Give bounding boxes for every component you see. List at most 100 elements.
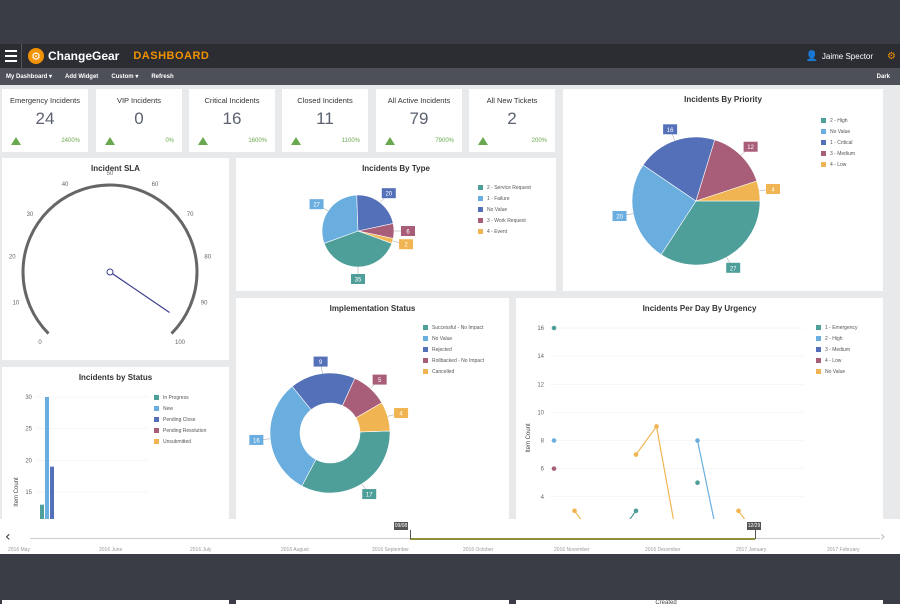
legend-item[interactable]: 1 - Failure xyxy=(478,193,531,204)
legend-item[interactable]: Pending Resolution xyxy=(154,425,206,436)
page-title: DASHBOARD xyxy=(133,50,210,62)
legend-swatch xyxy=(154,417,159,422)
refresh-button[interactable]: Refresh xyxy=(151,73,174,80)
legend-item[interactable]: 4 - Low xyxy=(821,159,855,170)
legend-label: New xyxy=(163,405,174,412)
custom-menu[interactable]: Custom ▾ xyxy=(111,74,139,80)
legend-label: 4 - Low xyxy=(830,161,847,168)
legend-item[interactable]: No Value xyxy=(478,204,531,215)
stat-card-active[interactable]: All Active Incidents 79 7900% xyxy=(376,89,462,152)
gauge-tick-label: 50 xyxy=(107,171,114,177)
legend-item[interactable]: 1 - Emergency xyxy=(816,322,858,333)
legend-item[interactable]: No Value xyxy=(821,126,855,137)
stat-title: Closed Incidents xyxy=(297,96,353,105)
theme-toggle[interactable]: Dark xyxy=(876,73,890,80)
stat-card-emergency[interactable]: Emergency Incidents 24 2400% xyxy=(2,89,88,152)
my-dashboard-menu[interactable]: My Dashboard ▾ xyxy=(6,74,53,80)
pie-slice xyxy=(642,136,716,202)
chart-legend: Successful - No Impact No Value Rejected Ro… xyxy=(423,322,484,377)
legend-item[interactable]: Unsubmitted xyxy=(154,436,206,447)
legend-item[interactable]: Pending Close xyxy=(154,414,206,425)
trend-up-icon xyxy=(198,137,208,145)
legend-item[interactable]: Rollbacked - No Impact xyxy=(423,355,484,366)
gauge-tick-label: 60 xyxy=(152,182,159,188)
legend-item[interactable]: Rejected xyxy=(423,344,484,355)
gauge-tick-label: 0 xyxy=(38,340,42,346)
stat-value: 79 xyxy=(409,109,429,128)
y-tick-label: 12 xyxy=(537,382,544,388)
menu-icon[interactable] xyxy=(0,44,22,68)
timeline-next-icon[interactable]: › xyxy=(880,529,886,545)
user-name[interactable]: Jaime Spector xyxy=(821,51,874,61)
stat-card-closed[interactable]: Closed Incidents 11 1100% xyxy=(282,89,368,152)
chart-title: Incidents By Type xyxy=(362,164,430,173)
legend-label: 1 - Failure xyxy=(487,195,510,202)
priority-pie-chart: 27 20 16 12 4 xyxy=(612,124,781,273)
legend-swatch xyxy=(816,347,821,352)
range-start-handle[interactable]: 09/08 xyxy=(394,522,408,530)
legend-item[interactable]: No Value xyxy=(423,333,484,344)
slice-label-box xyxy=(743,141,758,152)
legend-item[interactable]: 3 - Medium xyxy=(821,148,855,159)
legend-label: 2 - Service Request xyxy=(487,184,531,191)
legend-swatch xyxy=(478,218,483,223)
legend-label: No Value xyxy=(432,335,453,342)
legend-swatch xyxy=(478,207,483,212)
slice-label-box xyxy=(309,199,324,210)
slice-label: 9 xyxy=(319,360,323,366)
timeline-month-label: 2016 September xyxy=(372,547,409,553)
trend-up-icon xyxy=(478,137,488,145)
legend-item[interactable]: Cancelled xyxy=(423,366,484,377)
pie-slice xyxy=(695,180,761,202)
stat-title: Emergency Incidents xyxy=(9,96,81,105)
data-point xyxy=(736,508,741,514)
legend-item[interactable]: 2 - Service Request xyxy=(478,182,531,193)
legend-item[interactable]: Successful - No Impact xyxy=(423,322,484,333)
toolbar: My Dashboard ▾ Add Widget Custom ▾ Refre… xyxy=(0,68,900,85)
legend-item[interactable]: 3 - Medium xyxy=(816,344,858,355)
legend-label: In Progress xyxy=(163,394,189,401)
legend-item[interactable]: No Value xyxy=(816,366,858,377)
add-widget-button[interactable]: Add Widget xyxy=(65,73,99,80)
stat-value: 0 xyxy=(134,109,144,128)
stat-card-critical[interactable]: Critical Incidents 16 1600% xyxy=(189,89,275,152)
legend-item[interactable]: 3 - Work Request xyxy=(478,215,531,226)
legend-item[interactable]: New xyxy=(154,403,206,414)
legend-item[interactable]: 4 - Low xyxy=(816,355,858,366)
trend-up-icon xyxy=(11,137,21,145)
data-point xyxy=(572,508,577,514)
legend-item[interactable]: 2 - High xyxy=(821,115,855,126)
stat-title: Critical Incidents xyxy=(204,96,260,105)
slice-label-box xyxy=(612,211,627,222)
settings-gear-icon[interactable]: ⚙ xyxy=(887,50,896,62)
pie-slice xyxy=(269,385,317,487)
slice-label-box xyxy=(313,356,328,367)
stat-card-vip[interactable]: VIP Incidents 0 0% xyxy=(96,89,182,152)
legend-label: 3 - Work Request xyxy=(487,217,526,224)
stat-value: 2 xyxy=(507,109,517,128)
stat-percent: 1100% xyxy=(341,138,360,144)
gauge-tick-label: 100 xyxy=(175,340,186,346)
timeline-month-label: 2016 December xyxy=(645,547,681,553)
legend-item[interactable]: 1 - Critical xyxy=(821,137,855,148)
gauge-tick-label: 90 xyxy=(201,301,208,307)
legend-swatch xyxy=(423,325,428,330)
gauge-tick-label: 40 xyxy=(62,182,69,188)
stat-card-new-tickets[interactable]: All New Tickets 2 200% xyxy=(469,89,555,152)
timeline-slider[interactable]: ‹ › 09/08 12/29 2016 May 2016 June 2016 Ju… xyxy=(0,519,900,554)
stat-value: 16 xyxy=(222,109,242,128)
app-header: ⚙ ChangeGear DASHBOARD 👤 Jaime Spector ⚙ xyxy=(0,44,900,68)
legend-item[interactable]: In Progress xyxy=(154,392,206,403)
stat-percent: 200% xyxy=(531,138,547,144)
series-line xyxy=(635,426,657,455)
legend-item[interactable]: 4 - Event xyxy=(478,226,531,237)
slice-label: 27 xyxy=(730,266,737,272)
legend-label: 3 - Medium xyxy=(825,346,851,353)
legend-swatch xyxy=(423,347,428,352)
user-icon[interactable]: 👤 xyxy=(805,50,818,62)
legend-item[interactable]: 2 - High xyxy=(816,333,858,344)
timeline-month-label: 2016 October xyxy=(463,547,494,553)
range-end-handle[interactable]: 12/29 xyxy=(747,522,761,530)
timeline-selected-range[interactable] xyxy=(410,538,755,540)
timeline-prev-icon[interactable]: ‹ xyxy=(5,529,11,545)
